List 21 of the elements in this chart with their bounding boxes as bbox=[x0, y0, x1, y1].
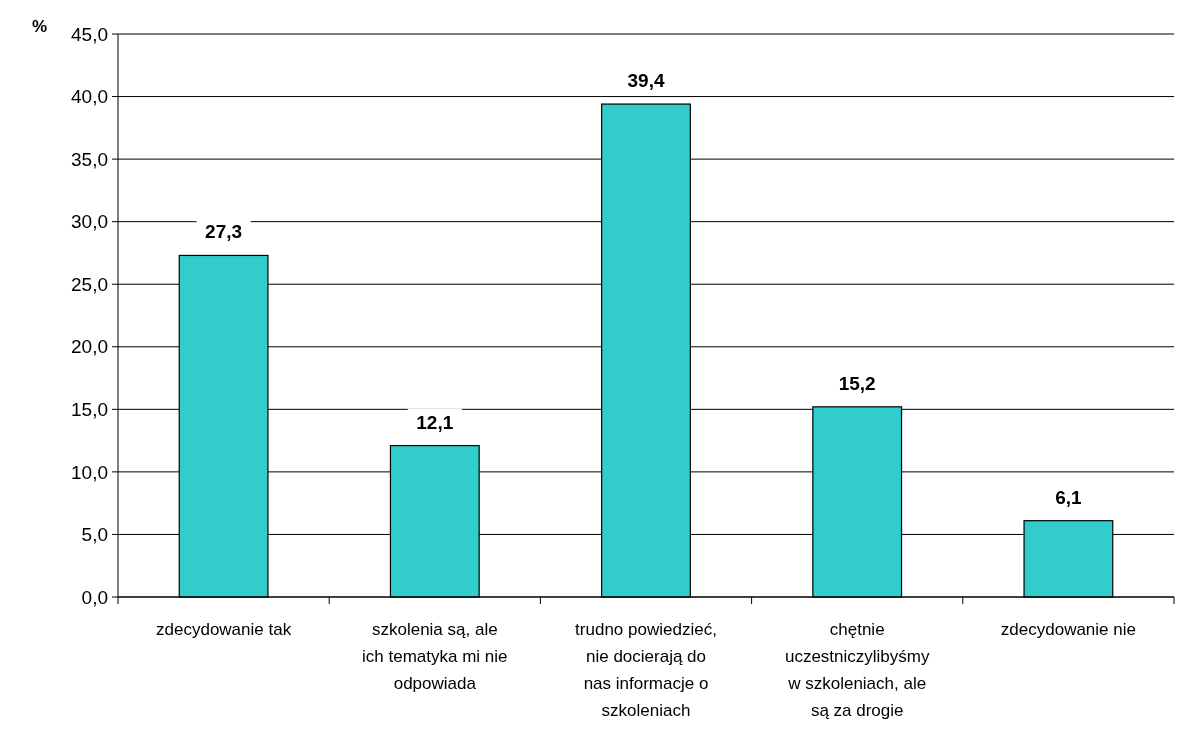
y-tick-label: 45,0 bbox=[71, 23, 108, 45]
y-tick-label: 5,0 bbox=[81, 524, 108, 546]
y-tick-label: 35,0 bbox=[71, 148, 108, 170]
x-tick-label: chętnie uczestniczylibyśmy w szkoleniach, ale są za drogie bbox=[784, 620, 930, 720]
x-tick-label: szkolenia są, ale ich tematyka mi nie odpowiada bbox=[362, 620, 508, 693]
y-tick-label: 0,0 bbox=[81, 586, 108, 608]
data-label: 12,1 bbox=[416, 411, 454, 433]
y-axis-title: % bbox=[32, 17, 48, 36]
y-tick-label: 10,0 bbox=[71, 461, 108, 483]
x-tick-label: zdecydowanie tak bbox=[156, 620, 292, 639]
y-tick-label: 20,0 bbox=[71, 336, 108, 358]
y-tick-label: 30,0 bbox=[71, 211, 108, 233]
data-label: 15,2 bbox=[838, 372, 876, 394]
x-tick-label: zdecydowanie nie bbox=[1000, 620, 1136, 639]
data-label: 39,4 bbox=[627, 70, 665, 92]
y-tick-label: 25,0 bbox=[71, 273, 108, 295]
data-label: 6,1 bbox=[1055, 486, 1083, 508]
data-label: 27,3 bbox=[205, 221, 243, 243]
y-tick-label: 15,0 bbox=[71, 398, 108, 420]
y-tick-label: 40,0 bbox=[71, 86, 108, 108]
x-tick-label: trudno powiedzieć, nie docierają do nas informacje o szkoleniach bbox=[575, 620, 717, 720]
